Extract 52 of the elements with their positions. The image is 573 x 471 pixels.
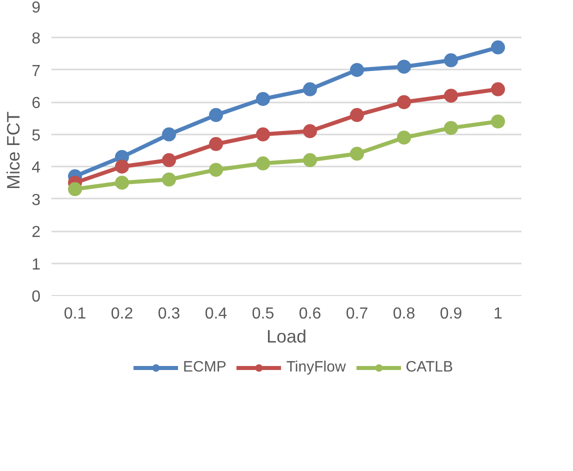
x-tick-label: 0.5 [252, 306, 274, 322]
x-tick-label: 0.4 [204, 306, 228, 322]
legend-label: TinyFlow [286, 358, 346, 376]
point [256, 127, 270, 142]
point [303, 124, 317, 138]
point [491, 82, 505, 96]
point [491, 40, 505, 54]
y-tick-label: 2 [32, 224, 41, 242]
x-axis-title: Load [266, 326, 307, 346]
point [303, 82, 317, 96]
point [162, 153, 176, 168]
point [209, 162, 223, 177]
y-tick-label: 9 [32, 0, 41, 16]
x-tick-label: 0.8 [392, 306, 416, 322]
point [397, 60, 411, 74]
y-tick-label: 0 [32, 288, 41, 306]
point [350, 146, 364, 161]
point [397, 130, 411, 145]
y-tick-label: 3 [32, 192, 41, 209]
point [444, 53, 458, 68]
point [209, 137, 223, 152]
legend-label: CATLB [406, 358, 454, 376]
y-tick-label: 6 [32, 95, 41, 112]
point [350, 108, 364, 122]
x-tick-label: 0.2 [110, 306, 134, 322]
x-tick-label: 0.7 [346, 306, 368, 322]
point [256, 156, 270, 170]
point [350, 62, 364, 77]
point [397, 95, 411, 110]
point [444, 88, 458, 103]
point [68, 182, 82, 196]
point [115, 160, 129, 174]
x-tick-label: 0.6 [298, 306, 322, 322]
y-tick-label: 1 [32, 256, 41, 274]
x-tick-label: 0.1 [64, 306, 86, 322]
point [491, 114, 505, 128]
y-tick-label: 8 [32, 30, 41, 48]
point [162, 127, 176, 142]
y-axis-title: Mice FCT [4, 111, 24, 190]
point [444, 120, 458, 135]
y-tick-label: 5 [32, 127, 41, 144]
legend-label: ECMP [182, 358, 226, 376]
point [162, 172, 176, 186]
point [256, 92, 270, 106]
x-tick-label: 0.3 [158, 306, 180, 322]
point [209, 108, 223, 122]
y-tick-label: 7 [32, 62, 41, 80]
y-tick-label: 4 [32, 160, 41, 177]
x-tick-label: 1 [494, 306, 503, 322]
x-tick-label: 0.9 [440, 306, 462, 322]
point [115, 176, 129, 190]
point [303, 153, 317, 168]
